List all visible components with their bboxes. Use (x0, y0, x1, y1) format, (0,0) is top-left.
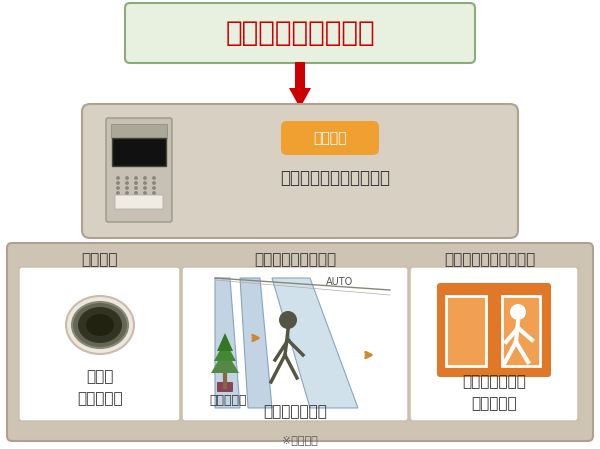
Polygon shape (272, 278, 358, 408)
FancyBboxPatch shape (111, 124, 167, 138)
Ellipse shape (78, 307, 122, 343)
FancyBboxPatch shape (7, 243, 593, 441)
Text: 音声通報: 音声通報 (313, 131, 347, 145)
Circle shape (144, 177, 146, 179)
Polygon shape (211, 349, 239, 373)
Text: エレベーター内
閉込め防止: エレベーター内 閉込め防止 (462, 374, 526, 412)
FancyBboxPatch shape (106, 118, 172, 222)
Circle shape (117, 182, 119, 184)
Circle shape (117, 187, 119, 189)
Polygon shape (215, 278, 240, 408)
Text: AUTO: AUTO (326, 277, 353, 287)
FancyBboxPatch shape (115, 195, 163, 209)
Circle shape (153, 192, 155, 194)
Circle shape (153, 182, 155, 184)
Text: 共用部
スピーカー: 共用部 スピーカー (77, 370, 123, 407)
Circle shape (126, 187, 128, 189)
Circle shape (126, 182, 128, 184)
Text: オートドア緊急開放: オートドア緊急開放 (254, 252, 336, 268)
Ellipse shape (66, 296, 134, 354)
Circle shape (126, 177, 128, 179)
Circle shape (153, 177, 155, 179)
Text: 避難経路の確保: 避難経路の確保 (263, 405, 327, 419)
Text: 音声通報: 音声通報 (82, 252, 118, 268)
Circle shape (144, 192, 146, 194)
FancyBboxPatch shape (217, 382, 233, 392)
FancyBboxPatch shape (502, 296, 540, 366)
Text: 住戸内インターホン親機: 住戸内インターホン親機 (280, 169, 390, 187)
Circle shape (144, 182, 146, 184)
FancyBboxPatch shape (281, 121, 379, 155)
Circle shape (279, 311, 297, 329)
Polygon shape (217, 333, 233, 351)
Circle shape (135, 177, 137, 179)
Circle shape (510, 304, 526, 320)
Text: オートドア: オートドア (209, 393, 247, 406)
FancyBboxPatch shape (125, 3, 475, 63)
Circle shape (126, 192, 128, 194)
Text: ※一部除く: ※一部除く (282, 435, 318, 445)
Circle shape (135, 182, 137, 184)
Circle shape (117, 177, 119, 179)
Ellipse shape (86, 314, 114, 336)
Circle shape (135, 187, 137, 189)
Circle shape (153, 187, 155, 189)
Circle shape (117, 192, 119, 194)
Polygon shape (289, 62, 311, 108)
Circle shape (144, 187, 146, 189)
Circle shape (135, 192, 137, 194)
Text: 気象庁緊急地震速報: 気象庁緊急地震速報 (225, 19, 375, 47)
Polygon shape (214, 341, 236, 361)
FancyBboxPatch shape (446, 296, 486, 366)
FancyBboxPatch shape (437, 283, 551, 377)
FancyBboxPatch shape (19, 267, 180, 421)
FancyBboxPatch shape (410, 267, 578, 421)
Polygon shape (240, 278, 272, 408)
FancyBboxPatch shape (112, 138, 166, 166)
Ellipse shape (72, 302, 128, 348)
FancyBboxPatch shape (82, 104, 518, 238)
FancyBboxPatch shape (182, 267, 408, 421)
Text: エレベーター緊急停止: エレベーター緊急停止 (445, 252, 536, 268)
